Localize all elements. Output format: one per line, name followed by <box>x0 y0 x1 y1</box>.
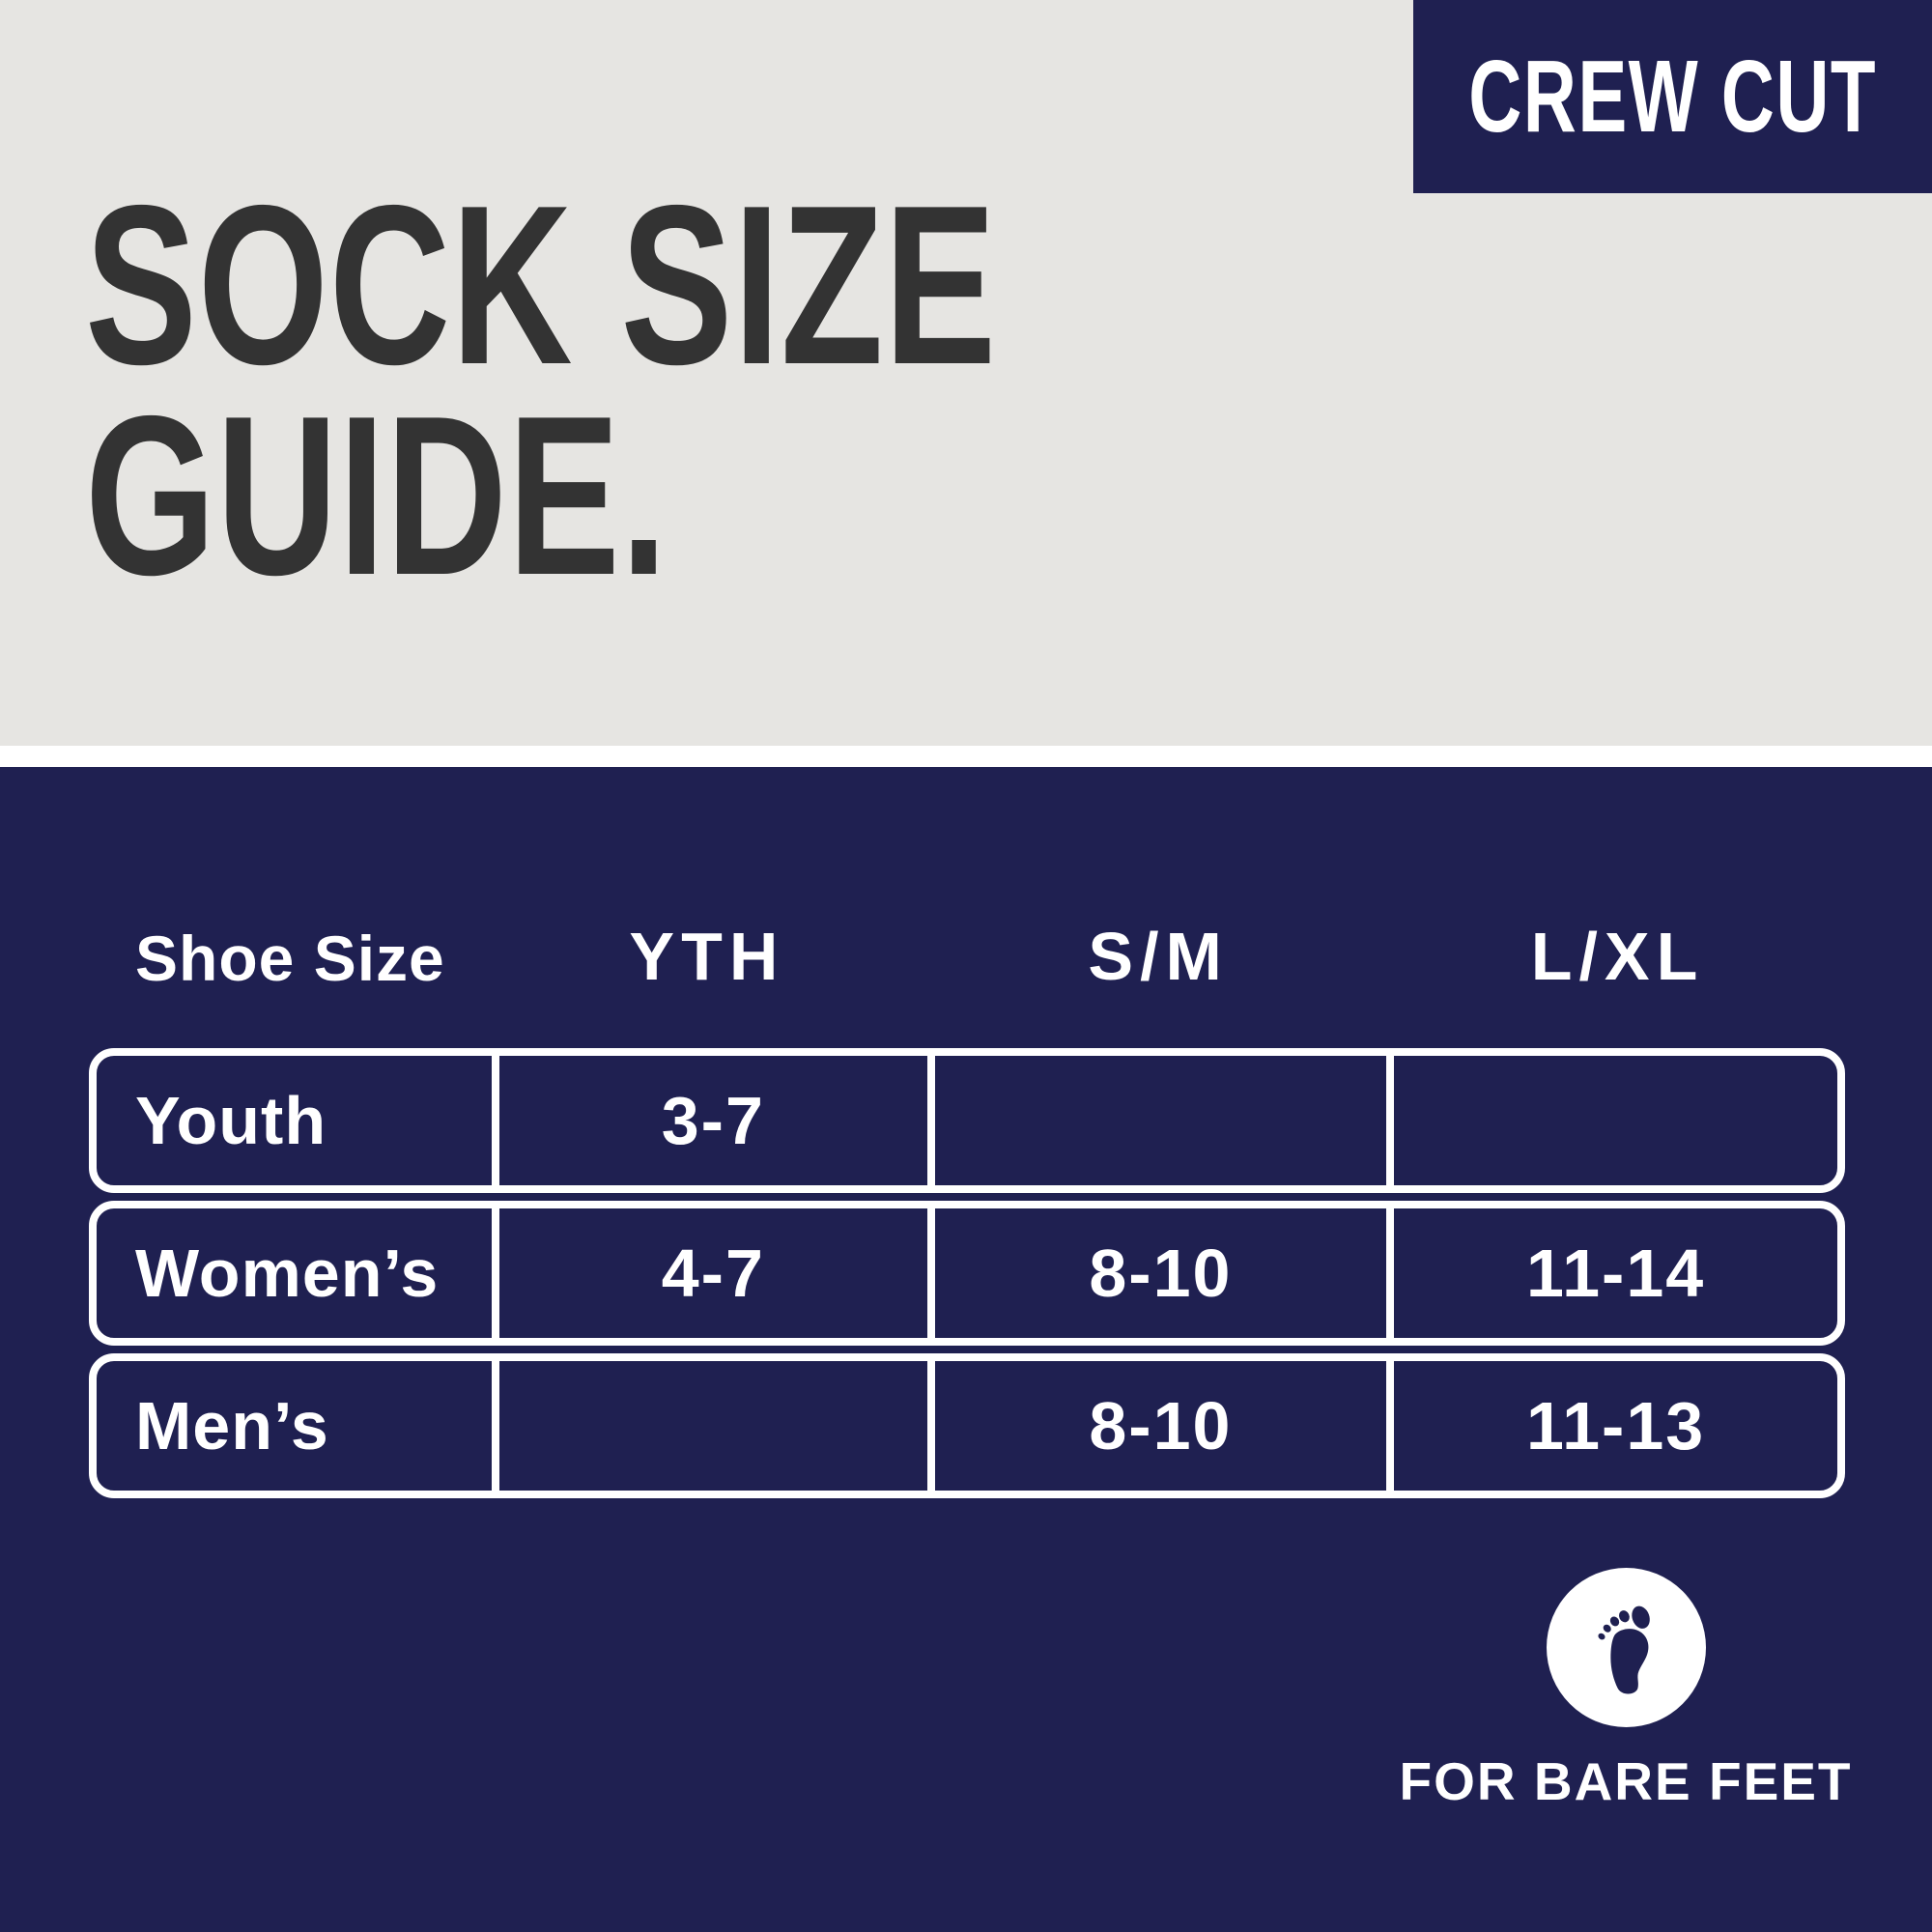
crew-cut-badge-label: CREW CUT <box>1468 39 1877 154</box>
bottom-section <box>0 767 1932 1932</box>
page-title-line2: GUIDE. <box>85 368 668 622</box>
brand-logo-circle <box>1547 1568 1706 1727</box>
table-cell: 11-13 <box>1386 1361 1837 1491</box>
header-sm: S/M <box>1088 919 1229 994</box>
section-divider <box>0 746 1932 767</box>
table-row-mens: Men’s 8-10 11-13 <box>89 1353 1845 1498</box>
table-cell <box>1386 1056 1837 1185</box>
brand-wordmark: FOR BARE FEET <box>1399 1751 1853 1811</box>
row-label: Women’s <box>135 1236 440 1311</box>
table-row-youth: Youth 3-7 <box>89 1048 1845 1193</box>
header-yth: YTH <box>629 919 785 994</box>
size-table: Youth 3-7 Women’s 4-7 8-10 11-14 Men’s 8… <box>89 1048 1845 1506</box>
page-title-line1: SOCK SIZE <box>85 157 997 412</box>
table-cell: 11-14 <box>1386 1208 1837 1338</box>
footprint-icon <box>1597 1605 1650 1693</box>
table-cell <box>926 1056 1387 1185</box>
page-title: SOCK SIZE GUIDE. <box>85 157 997 622</box>
crew-cut-badge: CREW CUT <box>1413 0 1932 193</box>
table-cell: 8-10 <box>926 1361 1387 1491</box>
table-cell: 3-7 <box>492 1056 927 1185</box>
table-row-womens: Women’s 4-7 8-10 11-14 <box>89 1201 1845 1346</box>
row-label: Men’s <box>135 1388 329 1463</box>
table-cell: 8-10 <box>926 1208 1387 1338</box>
header-shoe-size: Shoe Size <box>135 923 445 994</box>
header-lxl: L/XL <box>1530 919 1705 994</box>
table-cell <box>492 1361 927 1491</box>
table-cell: 4-7 <box>492 1208 927 1338</box>
top-section: CREW CUT SOCK SIZE GUIDE. <box>0 0 1932 746</box>
size-table-header: Shoe Size YTH S/M L/XL <box>89 908 1845 990</box>
row-label: Youth <box>135 1083 327 1158</box>
